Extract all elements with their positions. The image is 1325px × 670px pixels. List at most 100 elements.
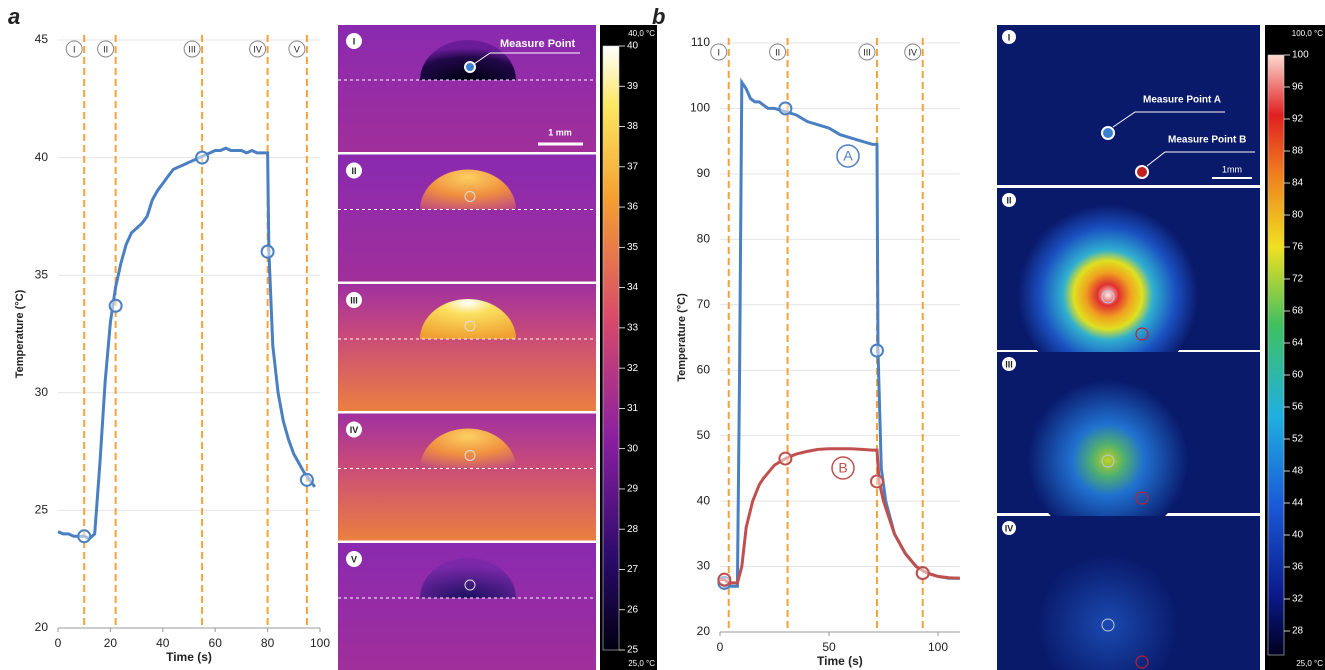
panel-label: a	[8, 4, 20, 29]
colorbar-tick-label: 36	[1292, 562, 1304, 573]
annotation: Measure Point A	[1143, 95, 1221, 106]
colorbar-tick-label: 35	[627, 242, 639, 253]
colorbar-tick-label: 72	[1292, 274, 1304, 285]
colorbar-tick-label: 38	[627, 121, 639, 132]
colorbar-tick-label: 34	[627, 282, 639, 293]
colorbar-tick-label: 64	[1292, 338, 1304, 349]
y-tick-label: 90	[697, 166, 711, 180]
measure-point-b	[1136, 166, 1148, 178]
x-tick-label: 20	[104, 636, 118, 650]
colorbar-tick-label: 25	[627, 645, 639, 656]
phase-label: III	[188, 44, 196, 54]
colorbar-tick-label: 52	[1292, 434, 1304, 445]
y-tick-label: 40	[35, 150, 49, 164]
data-marker	[262, 246, 274, 258]
colorbar-tick-label: 26	[627, 604, 639, 615]
colorbar-tick-label: 92	[1292, 114, 1304, 125]
phase-label: I	[717, 47, 720, 57]
y-tick-label: 30	[35, 385, 49, 399]
frame-label: IV	[1005, 523, 1014, 533]
colorbar	[1268, 55, 1284, 655]
phase-label: II	[775, 47, 780, 57]
y-tick-label: 100	[690, 101, 710, 115]
y-axis-label: Temperature (°C)	[676, 293, 688, 382]
scale-label: 1mm	[1222, 164, 1242, 174]
y-axis-label: Temperature (°C)	[14, 289, 26, 378]
colorbar-tick-label: 39	[627, 81, 639, 92]
colorbar-tick-label: 30	[627, 443, 639, 454]
colorbar-min: 25,0 °C	[1296, 659, 1323, 668]
annotation: Measure Point	[500, 38, 576, 50]
colorbar-tick-label: 96	[1292, 82, 1304, 93]
y-tick-label: 80	[697, 232, 711, 246]
colorbar-tick-label: 40	[627, 41, 639, 52]
phase-label: I	[73, 44, 76, 54]
x-tick-label: 100	[928, 640, 948, 654]
colorbar-tick-label: 28	[627, 524, 639, 535]
x-tick-label: 50	[822, 640, 836, 654]
data-marker	[779, 453, 791, 465]
x-tick-label: 80	[261, 636, 275, 650]
data-marker	[779, 102, 791, 114]
colorbar-tick-label: 40	[1292, 530, 1304, 541]
series-name: A	[843, 148, 853, 164]
y-tick-label: 60	[697, 362, 711, 376]
colorbar-tick-label: 31	[627, 403, 639, 414]
y-tick-label: 110	[691, 35, 710, 49]
phase-label: IV	[253, 44, 262, 54]
x-tick-label: 0	[717, 640, 724, 654]
colorbar-min: 25,0 °C	[628, 659, 655, 668]
data-line	[58, 148, 315, 538]
colorbar-tick-label: 32	[627, 363, 639, 374]
colorbar-tick-label: 28	[1292, 626, 1304, 637]
phase-label: II	[103, 44, 108, 54]
x-axis-label: Time (s)	[817, 654, 863, 668]
y-tick-label: 70	[697, 297, 711, 311]
x-tick-label: 100	[310, 636, 330, 650]
y-tick-label: 35	[35, 267, 49, 281]
x-tick-label: 60	[209, 636, 223, 650]
data-marker	[110, 300, 122, 312]
y-tick-label: 20	[697, 624, 711, 638]
frame-label: III	[1005, 359, 1013, 369]
colorbar-tick-label: 27	[627, 564, 639, 575]
frame-label: II	[1006, 195, 1011, 205]
phase-label: IV	[908, 47, 917, 57]
data-marker	[78, 530, 90, 542]
colorbar-tick-label: 100	[1292, 50, 1309, 61]
measure-point-a	[1102, 127, 1114, 139]
colorbar-tick-label: 60	[1292, 370, 1304, 381]
phase-label: III	[863, 47, 871, 57]
colorbar-tick-label: 29	[627, 484, 639, 495]
colorbar-tick-label: 56	[1292, 402, 1304, 413]
colorbar-max: 40,0 °C	[628, 29, 655, 38]
colorbar-tick-label: 48	[1292, 466, 1304, 477]
frame-label: I	[1008, 32, 1011, 42]
colorbar-tick-label: 44	[1292, 498, 1304, 509]
data-marker	[301, 474, 313, 486]
series-name: B	[838, 460, 847, 476]
measure-point	[465, 62, 475, 72]
frame-label: II	[351, 166, 356, 176]
y-tick-label: 50	[697, 428, 711, 442]
colorbar-tick-label: 76	[1292, 242, 1304, 253]
y-tick-label: 40	[697, 493, 711, 507]
colorbar-tick-label: 33	[627, 323, 639, 334]
data-marker	[718, 574, 730, 586]
colorbar-tick-label: 88	[1292, 146, 1304, 157]
x-tick-label: 0	[55, 636, 62, 650]
x-axis-label: Time (s)	[166, 650, 212, 664]
y-tick-label: 20	[35, 620, 49, 634]
colorbar	[603, 46, 619, 650]
annotation: Measure Point B	[1168, 135, 1246, 146]
data-marker	[871, 345, 883, 357]
colorbar-tick-label: 80	[1292, 210, 1304, 221]
frame-label: IV	[350, 425, 359, 435]
colorbar-tick-label: 37	[627, 161, 639, 172]
data-marker	[917, 567, 929, 579]
scale-label: 1 mm	[548, 127, 572, 137]
data-marker	[196, 152, 208, 164]
colorbar-tick-label: 68	[1292, 306, 1304, 317]
frame-label: V	[351, 554, 357, 564]
frame-label: III	[350, 295, 358, 305]
